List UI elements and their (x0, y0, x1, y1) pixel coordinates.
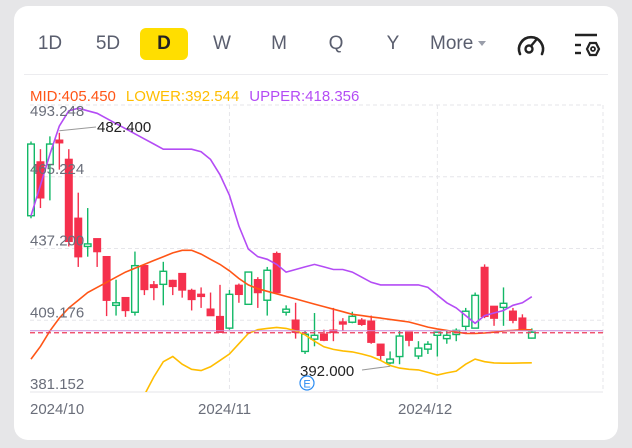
legend-lower: LOWER:392.544 (125, 88, 240, 105)
candle-up (112, 302, 121, 307)
candle-down (206, 308, 215, 317)
period-tabs: 1D 5D D W M Q Y More (14, 6, 618, 76)
candle-up (130, 264, 139, 313)
candle-down (338, 321, 347, 325)
caret-down-icon (478, 41, 487, 47)
candle-down (518, 317, 527, 331)
candle-down (272, 252, 281, 294)
candle-up (282, 308, 291, 313)
speedometer-icon[interactable] (514, 32, 548, 58)
y-axis-label: 381.152 (30, 376, 84, 393)
candle-down (215, 315, 224, 333)
candle-up (423, 343, 432, 350)
candle-down (253, 279, 262, 294)
low-price-annotation: 392.000 (300, 363, 354, 380)
candle-down (197, 293, 206, 298)
candle-up (395, 335, 404, 358)
tab-1d[interactable]: 1D (37, 33, 63, 54)
candle-down (102, 255, 111, 301)
candle-up (159, 270, 168, 286)
low-annotation-leader (361, 365, 391, 371)
candle-up (442, 334, 451, 340)
boll-legend: MID:405.450 LOWER:392.544 UPPER:418.356 (30, 88, 369, 105)
candle-down (367, 320, 376, 343)
high-annotation-leader (59, 126, 97, 132)
candle-down (376, 343, 385, 356)
candle-down (187, 289, 196, 301)
candle-up (244, 271, 253, 306)
earnings-marker-icon (299, 375, 315, 391)
candle-down (140, 264, 149, 291)
candle-down (168, 279, 177, 288)
candle-down (55, 139, 64, 144)
candle-down (178, 272, 187, 291)
legend-mid: MID:405.450 (30, 88, 116, 105)
high-price-annotation: 482.400 (97, 119, 151, 136)
candle-up (433, 331, 442, 336)
candle-down (234, 284, 243, 296)
candle-down (93, 238, 102, 253)
more-label: More (430, 33, 474, 54)
band-line-lower (145, 326, 532, 392)
tab-d[interactable]: D (140, 28, 188, 60)
candle-up (83, 243, 92, 248)
candle-up (225, 293, 234, 329)
candle-up (414, 347, 423, 357)
candle-down (480, 266, 489, 318)
candle-down (121, 296, 130, 312)
tab-m[interactable]: M (271, 33, 287, 54)
candle-down (405, 331, 414, 341)
candle-up (499, 302, 508, 309)
candle-up (386, 358, 395, 364)
candle-down (508, 310, 517, 321)
candle-up (471, 294, 480, 329)
candle-up (27, 143, 36, 217)
candle-up (263, 269, 272, 301)
earnings-marker-label: E (303, 379, 310, 391)
more-dropdown[interactable]: More (430, 28, 487, 60)
candle-down (149, 284, 158, 289)
y-axis-label: 493.248 (30, 103, 84, 120)
x-axis-label: 2024/10 (30, 401, 84, 418)
x-axis-label: 2024/12 (398, 401, 452, 418)
legend-upper: UPPER:418.356 (249, 88, 360, 105)
candle-up (310, 334, 319, 340)
y-axis-label: 437.200 (30, 233, 84, 250)
candle-up (527, 331, 536, 339)
tab-5d[interactable]: 5D (95, 33, 121, 54)
y-axis-label: 409.176 (30, 304, 84, 321)
candle-down (319, 333, 328, 341)
y-axis-label: 465.224 (30, 161, 84, 178)
tab-q[interactable]: Q (328, 33, 344, 54)
candle-down (36, 161, 45, 199)
candle-up (348, 315, 357, 323)
candle-down (64, 158, 73, 243)
tab-w[interactable]: W (213, 33, 231, 54)
chart-settings-icon[interactable] (572, 32, 602, 58)
candle-down (74, 217, 83, 258)
tab-y[interactable]: Y (386, 33, 400, 54)
band-line-upper (30, 107, 533, 325)
chart-card: 1D 5D D W M Q Y More MID:405.450 LOWER:39… (14, 6, 618, 440)
x-axis-label: 2024/11 (198, 401, 251, 418)
candle-down (357, 319, 366, 325)
divider (24, 74, 608, 75)
